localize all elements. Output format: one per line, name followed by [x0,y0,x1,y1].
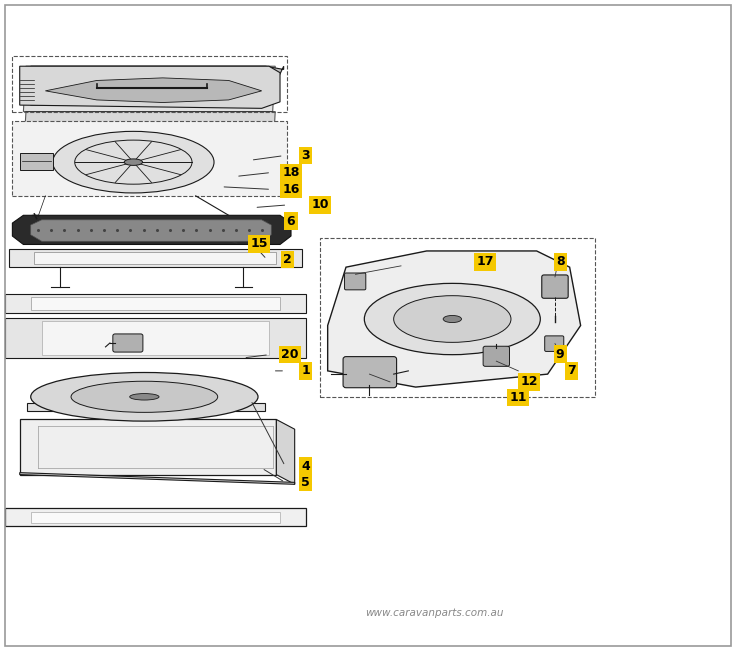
Polygon shape [276,419,294,484]
Text: 5: 5 [301,476,310,489]
Polygon shape [20,66,280,108]
Polygon shape [31,297,280,310]
Text: 17: 17 [477,255,494,268]
Text: 7: 7 [567,365,576,378]
Text: 10: 10 [311,199,329,212]
Polygon shape [31,66,283,105]
Ellipse shape [71,381,218,412]
FancyBboxPatch shape [545,336,564,352]
Text: 6: 6 [287,215,295,228]
Text: 8: 8 [556,255,565,268]
Polygon shape [42,321,269,355]
Polygon shape [46,78,262,102]
Text: 18: 18 [283,166,300,179]
Polygon shape [24,111,275,157]
Text: 16: 16 [283,183,300,196]
Bar [13,57,287,111]
Ellipse shape [364,283,540,355]
Ellipse shape [394,296,511,342]
FancyBboxPatch shape [21,153,53,170]
Ellipse shape [31,372,258,421]
Text: 3: 3 [301,149,310,162]
Polygon shape [5,294,305,312]
Polygon shape [5,508,305,527]
Polygon shape [5,318,305,358]
Polygon shape [9,249,302,267]
Text: 11: 11 [509,391,527,404]
Polygon shape [27,403,266,411]
Ellipse shape [124,159,143,165]
Ellipse shape [130,394,159,400]
Polygon shape [24,66,275,111]
Text: 2: 2 [283,253,291,266]
Polygon shape [31,220,271,242]
Text: 20: 20 [281,348,298,361]
FancyBboxPatch shape [343,357,397,388]
Polygon shape [20,419,276,475]
Text: 15: 15 [251,238,268,251]
Text: 4: 4 [301,460,310,473]
Text: 1: 1 [301,365,310,378]
FancyBboxPatch shape [344,273,366,290]
Text: www.caravanparts.com.au: www.caravanparts.com.au [365,608,503,618]
Polygon shape [31,512,280,523]
Polygon shape [13,215,291,245]
Polygon shape [328,251,581,387]
Polygon shape [35,252,276,264]
Bar [320,238,595,397]
Polygon shape [20,473,294,484]
Bar [13,121,287,196]
Text: 9: 9 [556,348,565,361]
FancyBboxPatch shape [483,346,509,367]
Ellipse shape [53,132,214,193]
Ellipse shape [443,316,461,323]
FancyBboxPatch shape [542,275,568,298]
Text: 12: 12 [520,376,538,389]
FancyBboxPatch shape [113,334,143,352]
